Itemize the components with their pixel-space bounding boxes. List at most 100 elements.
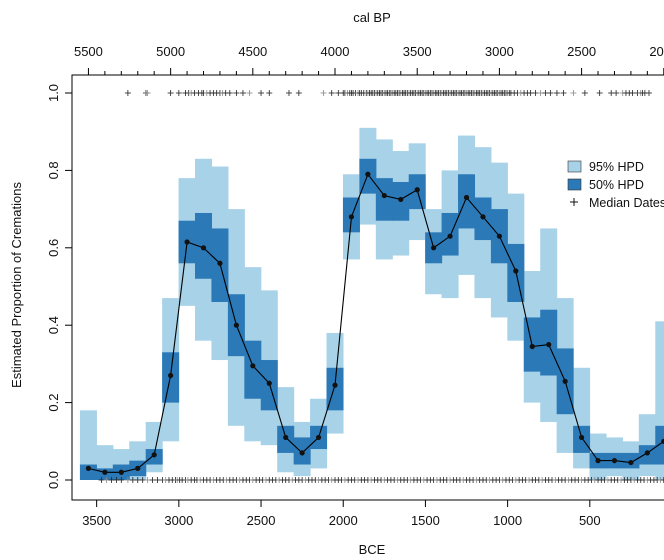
median-point [463, 194, 470, 201]
median-point [447, 233, 453, 239]
median-point [283, 434, 289, 441]
x-tick-label: 3500 [82, 513, 111, 528]
median-point [151, 452, 157, 458]
hpd50-bar [79, 464, 97, 480]
legend-plus-icon [570, 198, 578, 206]
median-point [365, 171, 371, 177]
median-point [480, 214, 486, 220]
median-date-mark [285, 90, 292, 96]
median-point [529, 343, 535, 350]
median-point [578, 434, 585, 441]
median-point [431, 245, 437, 251]
x-tick-label: 1500 [411, 513, 440, 528]
top-tick-label: 2500 [567, 44, 596, 59]
median-point [496, 233, 502, 239]
top-tick-label: 4000 [321, 44, 350, 59]
x-tick-label: 1000 [493, 513, 522, 528]
x-tick-label: 3000 [164, 513, 193, 528]
median-date-mark [328, 90, 335, 96]
y-axis-title: Estimated Proportion of Cremations [9, 182, 24, 388]
y-tick-label: 0.4 [46, 316, 61, 334]
median-date-mark [124, 90, 131, 96]
median-points [85, 171, 664, 475]
hpd50-bar [458, 174, 476, 229]
median-point [233, 322, 239, 328]
y-tick-label: 0.0 [46, 471, 61, 489]
top-tick-label: 4500 [238, 44, 267, 59]
legend-swatch-hpd95 [567, 160, 582, 173]
median-date-mark [258, 90, 265, 96]
x-tick-label: 2000 [329, 513, 358, 528]
x-tick-label: 500 [579, 513, 601, 528]
median-point [348, 214, 355, 220]
hpd95-bar [655, 321, 664, 480]
median-point [644, 450, 650, 456]
median-date-mark [233, 90, 240, 96]
median-point [168, 372, 174, 379]
x-tick-label: 2500 [247, 513, 276, 528]
median-point [398, 196, 404, 203]
axes: 3500300025002000150010005001550050004500… [46, 44, 664, 528]
median-date-mark [553, 90, 560, 96]
hpd50-bar [655, 425, 664, 465]
median-point [184, 239, 190, 245]
y-tick-label: 0.2 [46, 394, 61, 412]
median-point [85, 465, 92, 471]
median-date-mark [226, 90, 233, 96]
median-point [562, 378, 568, 384]
top-tick-label: 3500 [403, 44, 432, 59]
median-date-mark [560, 90, 567, 96]
median-point [217, 260, 223, 266]
median-date-mark [596, 90, 603, 96]
median-point [200, 245, 207, 251]
y-tick-label: 0.8 [46, 161, 61, 179]
median-point [546, 341, 552, 348]
median-point [299, 450, 305, 456]
median-line-layer [88, 173, 664, 473]
median-point [266, 380, 272, 386]
median-point [513, 268, 519, 274]
top-tick-label: 5000 [156, 44, 185, 59]
median-date-mark [581, 90, 588, 96]
median-date-mark [167, 90, 174, 96]
median-point [595, 458, 601, 464]
y-tick-label: 1.0 [46, 84, 61, 102]
top-tick-label: 5500 [74, 44, 103, 59]
median-date-mark [118, 477, 125, 483]
median-point [250, 363, 256, 369]
median-point [118, 469, 124, 475]
median-date-mark [175, 90, 182, 96]
legend-label-median-dates: Median Dates [589, 196, 664, 210]
legend-label-hpd50: 50% HPD [589, 178, 644, 192]
median-date-mark [645, 90, 652, 96]
median-point [381, 192, 387, 199]
median-date-mark [239, 90, 246, 96]
median-date-mark [295, 90, 302, 96]
median-date-mark [320, 90, 327, 96]
top-tick-label: 2000 [649, 44, 664, 59]
legend-label-hpd95: 95% HPD [589, 160, 644, 174]
median-date-mark [613, 90, 620, 96]
median-date-mark [570, 90, 577, 96]
median-point [332, 382, 338, 388]
median-line [88, 173, 664, 473]
median-date-mark [246, 90, 253, 96]
median-date-mark [547, 90, 554, 96]
median-point [315, 434, 322, 441]
top-axis-title: cal BP [353, 10, 391, 25]
x-axis-title: BCE [359, 542, 386, 557]
hpd95-bar [79, 410, 97, 480]
hpd50-bar [244, 340, 262, 399]
median-date-mark [144, 90, 151, 96]
top-tick-label: 3000 [485, 44, 514, 59]
legend-swatch-hpd50 [567, 178, 582, 191]
hpd95-bar [145, 421, 163, 473]
hpd95-bar [638, 414, 656, 477]
legend: 95% HPD 50% HPD Median Dates [567, 160, 664, 210]
median-point [102, 469, 108, 475]
median-point [661, 438, 664, 444]
hpd50-bar [375, 178, 393, 221]
median-point [611, 458, 618, 464]
median-point [628, 459, 634, 466]
